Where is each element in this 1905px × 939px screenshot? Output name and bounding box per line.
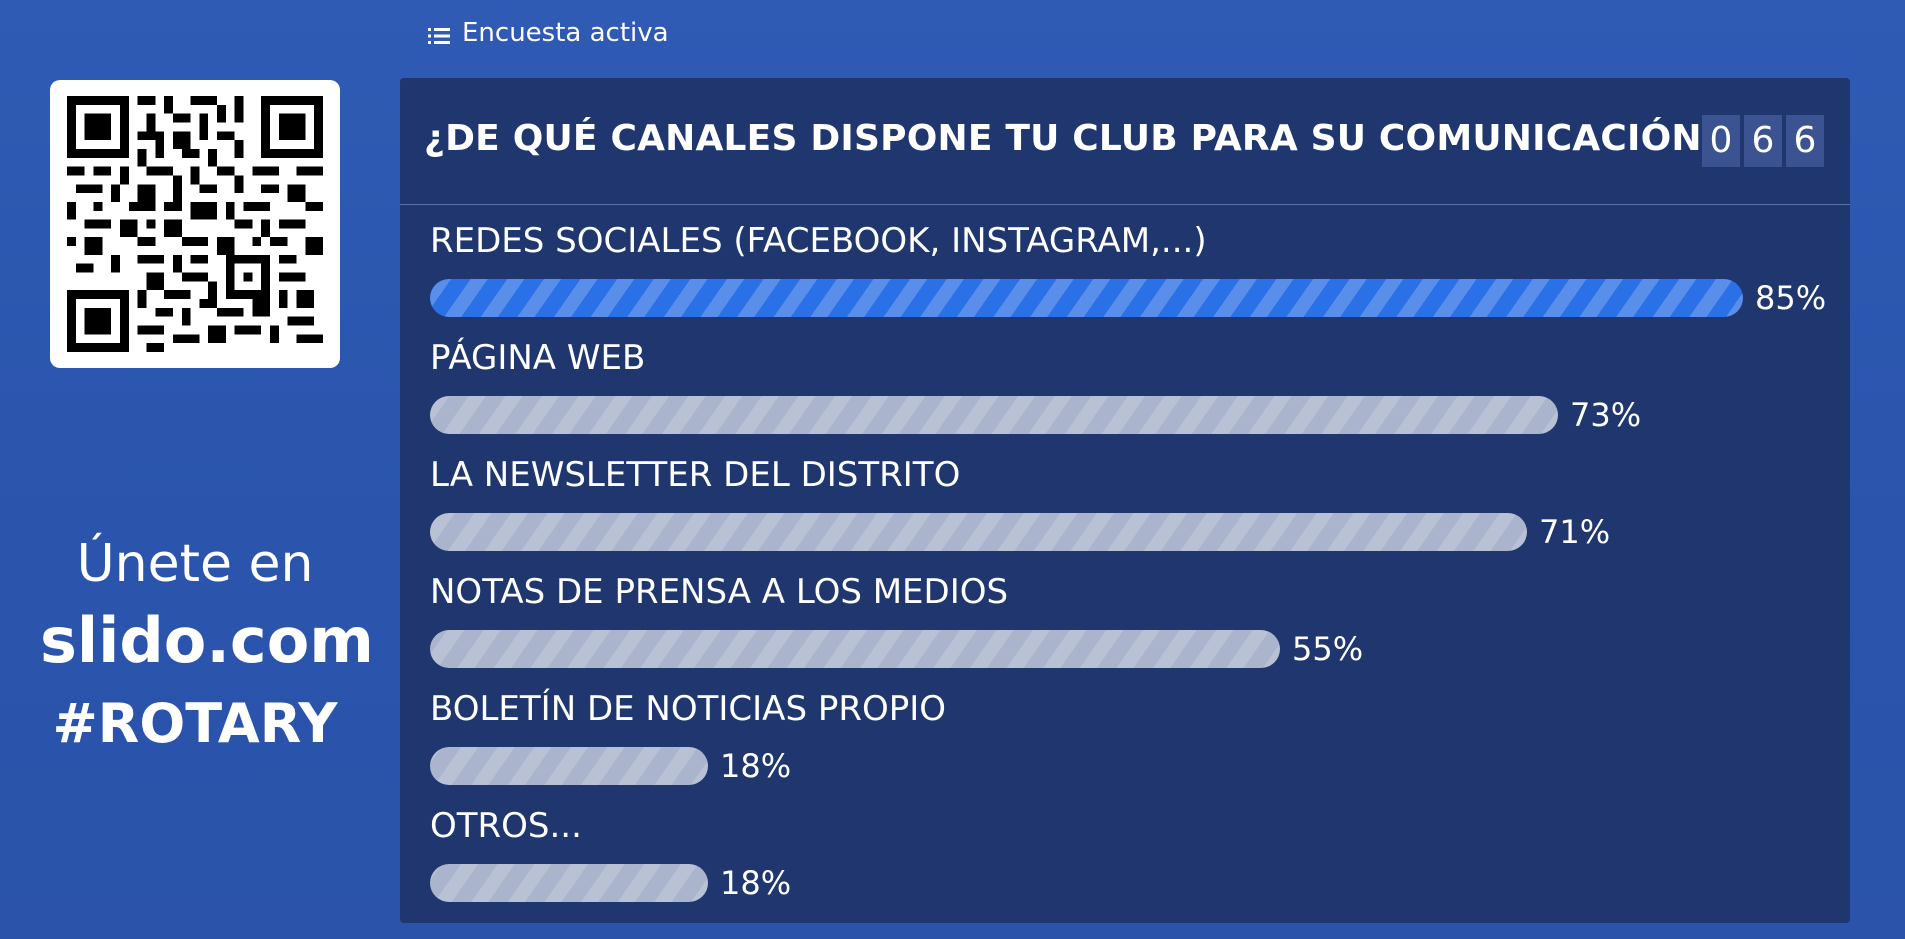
poll-question: ¿DE QUÉ CANALES DISPONE TU CLUB PARA SU … xyxy=(424,118,1723,159)
counter-digit: 6 xyxy=(1786,115,1824,167)
option-percent: 55% xyxy=(1292,630,1364,668)
result-bar-track: 73% xyxy=(430,396,1740,434)
counter-digit: 0 xyxy=(1702,115,1740,167)
result-bar-track: 85% xyxy=(430,279,1826,317)
result-bar xyxy=(430,747,708,785)
result-bar-track: 18% xyxy=(430,747,1740,785)
result-bar-track: 55% xyxy=(430,630,1740,668)
join-text: Únete en xyxy=(76,534,314,594)
option-label: OTROS... xyxy=(430,806,582,846)
active-poll-label: Encuesta activa xyxy=(428,18,669,48)
option-label: BOLETÍN DE NOTICIAS PROPIO xyxy=(430,689,947,729)
option-label: REDES SOCIALES (FACEBOOK, INSTAGRAM,...) xyxy=(430,221,1207,261)
join-instructions: Únete en slido.com #ROTARY xyxy=(40,530,374,764)
join-site: slido.com xyxy=(40,604,374,677)
option-percent: 18% xyxy=(720,864,792,902)
option-percent: 73% xyxy=(1570,396,1642,434)
poll-option: BOLETÍN DE NOTICIAS PROPIO 18% xyxy=(430,686,1830,803)
poll-option: OTROS... 18% xyxy=(430,803,1830,920)
event-code: #ROTARY xyxy=(52,692,338,755)
option-percent: 85% xyxy=(1755,279,1827,317)
active-poll-text: Encuesta activa xyxy=(462,18,669,48)
option-label: LA NEWSLETTER DEL DISTRITO xyxy=(430,455,961,495)
result-bar xyxy=(430,513,1527,551)
result-bar xyxy=(430,396,1558,434)
poll-option: NOTAS DE PRENSA A LOS MEDIOS 55% xyxy=(430,569,1830,686)
option-label: PÁGINA WEB xyxy=(430,338,646,378)
list-icon xyxy=(428,23,452,44)
poll-panel: ¿DE QUÉ CANALES DISPONE TU CLUB PARA SU … xyxy=(400,78,1850,923)
option-label: NOTAS DE PRENSA A LOS MEDIOS xyxy=(430,572,1009,612)
poll-option: REDES SOCIALES (FACEBOOK, INSTAGRAM,...)… xyxy=(430,218,1830,335)
option-percent: 71% xyxy=(1539,513,1611,551)
poll-header: ¿DE QUÉ CANALES DISPONE TU CLUB PARA SU … xyxy=(400,78,1850,205)
option-percent: 18% xyxy=(720,747,792,785)
result-bar-track: 71% xyxy=(430,513,1740,551)
qr-code xyxy=(50,80,340,368)
poll-option: LA NEWSLETTER DEL DISTRITO 71% xyxy=(430,452,1830,569)
result-bar xyxy=(430,864,708,902)
poll-options: REDES SOCIALES (FACEBOOK, INSTAGRAM,...)… xyxy=(430,218,1830,920)
poll-option: PÁGINA WEB 73% xyxy=(430,335,1830,452)
counter-digit: 6 xyxy=(1744,115,1782,167)
result-bar xyxy=(430,279,1743,317)
result-bar-track: 18% xyxy=(430,864,1740,902)
result-bar xyxy=(430,630,1280,668)
vote-counter: 0 6 6 xyxy=(1702,115,1824,167)
qr-code-image xyxy=(67,96,323,352)
